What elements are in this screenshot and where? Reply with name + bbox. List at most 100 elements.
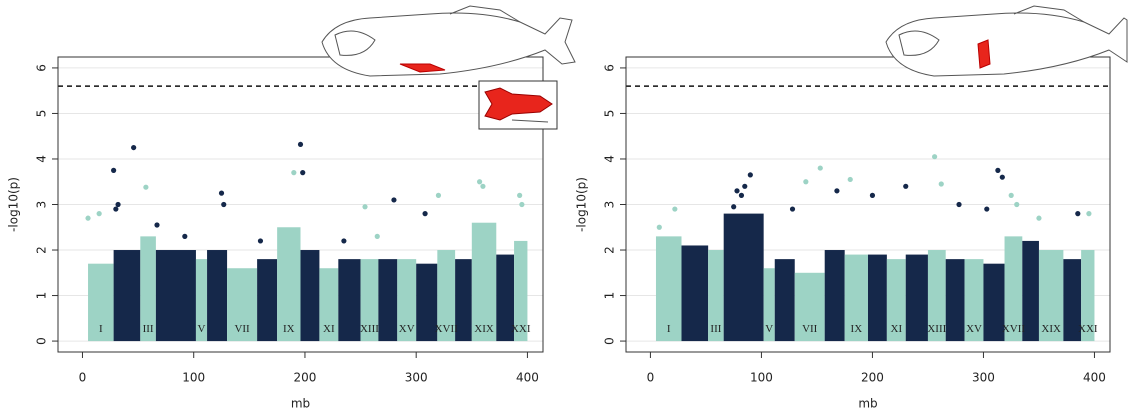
point [111,167,117,173]
x-tick-label: 200 [293,371,316,385]
point [731,204,737,210]
chromosome-band [227,268,258,342]
chromosome-label: XV [399,323,415,335]
point [984,206,990,212]
chromosome-band [416,263,438,342]
chromosome-band [1063,259,1082,342]
y-tick-label: 2 [35,246,49,254]
point [742,183,748,189]
x-tick-label: 300 [972,371,995,385]
y-tick-label: 5 [35,110,49,118]
point [297,141,304,148]
point [422,211,428,217]
point [903,183,909,189]
chromosome-band [338,259,361,342]
inset-illustration [478,80,558,130]
point [672,206,678,212]
point [1014,201,1020,208]
point [734,188,740,194]
chromosome-label: XXI [1078,323,1098,335]
chromosome-band [360,259,379,342]
chromosome-band [257,259,278,342]
chromosome-band [437,250,456,342]
chromosome-label: I [667,323,671,335]
x-axis-label: mb [858,397,877,411]
point [480,183,486,189]
chromosome-label: XIX [474,323,494,335]
y-tick-label: 2 [603,246,617,254]
chromosome-band [300,250,320,342]
chromosome-band [207,250,228,342]
chromosome-band [88,263,114,342]
chromosome-band [155,250,196,342]
y-tick-label: 4 [35,155,49,163]
fish-illustration [321,5,576,77]
chromosome-band [681,245,709,342]
chromosome-band [824,250,845,342]
chromosome-label: XVII [1002,323,1026,335]
chromosome-band [868,254,887,342]
y-axis-label: -log10(p) [7,177,21,232]
point [1036,215,1042,221]
chromosome-label: III [710,323,721,335]
chromosome-band [514,240,528,342]
point [374,233,380,239]
point [391,197,397,203]
y-tick-label: 6 [603,64,617,72]
chromosome-band [378,259,398,342]
chromosome-band [1038,250,1064,342]
chromosome-band [319,268,339,342]
y-axis-label: -log10(p) [575,177,589,232]
fish-illustration [885,5,1128,77]
x-tick-label: 100 [182,371,205,385]
point [789,206,796,212]
chromosome-band [496,254,515,342]
point [747,172,753,178]
point [476,179,483,185]
point [656,224,662,230]
chromosome-label: III [143,323,154,335]
chromosome-label: XVII [435,323,459,335]
point [182,233,188,239]
chromosome-band [945,259,965,342]
chromosome-label: V [765,323,773,335]
chromosome-band [763,268,775,342]
chromosome-band [723,213,764,342]
point [956,201,962,208]
chromosome-label: I [99,323,103,335]
chromosome-band [964,259,984,342]
point [999,174,1005,180]
x-tick-label: 400 [516,371,539,385]
point [218,190,225,196]
point [817,165,823,171]
y-tick-label: 0 [603,337,617,345]
plot-frame [57,56,544,353]
point [115,201,121,208]
plot-frame [625,56,1111,353]
y-tick-label: 1 [35,292,49,300]
y-tick-label: 4 [603,155,617,163]
chromosome-band [1004,236,1023,342]
y-tick-label: 3 [603,201,617,209]
point [1008,192,1014,198]
point [113,206,119,212]
point [291,170,297,176]
y-tick-label: 1 [603,292,617,300]
point [221,201,227,208]
point [300,170,306,176]
chromosome-label: IX [851,323,863,335]
point [341,238,347,244]
chromosome-label: VII [802,323,818,335]
x-tick-label: 100 [750,371,773,385]
x-tick-label: 0 [79,371,87,385]
point [834,188,840,194]
point [143,184,149,190]
point [154,222,160,228]
chromosome-band [905,254,928,342]
point [96,211,102,217]
x-tick-label: 0 [647,371,655,385]
chromosome-band [471,222,497,342]
chromosome-label: XIII [927,323,946,335]
